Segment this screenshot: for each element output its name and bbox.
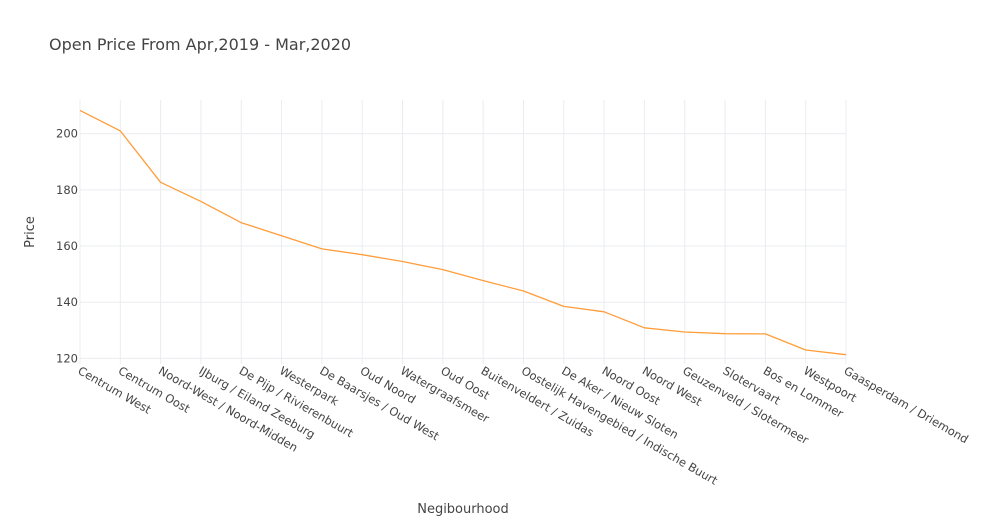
x-axis-title: Negibourhood [417,502,509,517]
data-point [763,332,767,336]
x-gridlines [79,100,847,364]
y-tick-label: 160 [56,239,78,253]
data-point [401,259,405,263]
data-point [280,234,284,238]
data-point [804,348,808,352]
y-tick-label: 200 [56,127,78,141]
data-point [441,268,445,272]
y-tick-label: 180 [56,183,78,197]
data-point [159,180,163,184]
data-point [481,279,485,283]
data-point [642,326,646,330]
data-point [723,332,727,336]
y-axis-title: Price [23,216,38,248]
y-tick-label: 120 [56,351,78,365]
data-point [562,304,566,308]
data-point [360,253,364,257]
x-tick-label: Gaasperdam / Driemond [842,363,971,446]
series-layer [78,108,848,357]
y-tick-labels: 120 140 160 180 200 [56,127,78,366]
data-point [199,199,203,203]
data-point [844,353,848,357]
data-point [320,247,324,251]
data-point [239,221,243,225]
chart-title: Open Price From Apr,2019 - Mar,2020 [49,35,351,54]
y-tick-label: 140 [56,295,78,309]
y-gridlines [80,133,846,359]
data-point [602,310,606,314]
data-point [683,330,687,334]
series-line [79,109,847,356]
data-point [118,129,122,133]
data-point [521,289,525,293]
data-point [78,108,82,112]
